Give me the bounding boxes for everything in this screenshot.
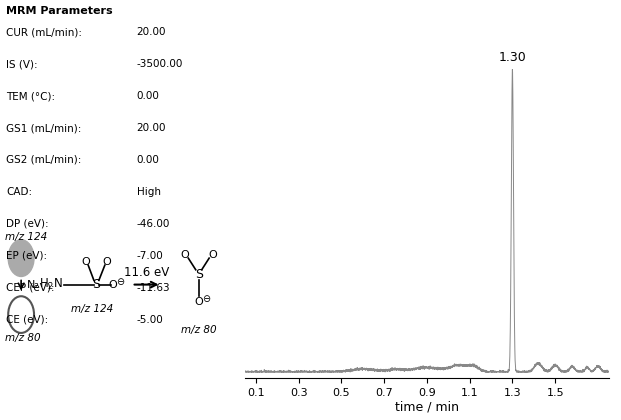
Text: -46.00: -46.00	[137, 219, 170, 229]
X-axis label: time / min: time / min	[395, 401, 459, 414]
Text: MRM Parameters: MRM Parameters	[6, 6, 113, 16]
Text: ⊖: ⊖	[202, 294, 211, 304]
Text: 1.30: 1.30	[499, 51, 526, 64]
Text: CEP (eV):: CEP (eV):	[6, 283, 55, 293]
Text: CE (eV):: CE (eV):	[6, 315, 48, 325]
Text: EP (eV):: EP (eV):	[6, 251, 47, 261]
Text: ⊖: ⊖	[116, 277, 125, 287]
Text: O: O	[102, 257, 111, 267]
Text: -11.63: -11.63	[137, 283, 170, 293]
Text: m/z 80: m/z 80	[181, 326, 217, 336]
Text: IS (V):: IS (V):	[6, 59, 38, 69]
Text: DP (eV):: DP (eV):	[6, 219, 49, 229]
Text: N₂: N₂	[27, 280, 40, 290]
Text: S: S	[93, 278, 101, 291]
Text: 20.00: 20.00	[137, 123, 166, 133]
Text: S: S	[195, 268, 202, 281]
Text: 0.00: 0.00	[137, 91, 160, 101]
Text: -5.00: -5.00	[137, 315, 163, 325]
Text: m/z 124: m/z 124	[71, 304, 113, 314]
Text: H$_2$N: H$_2$N	[39, 277, 63, 292]
Text: -3500.00: -3500.00	[137, 59, 183, 69]
Text: -7.00: -7.00	[137, 251, 163, 261]
Circle shape	[8, 240, 34, 276]
Text: O: O	[194, 297, 203, 307]
Text: 20.00: 20.00	[137, 27, 166, 37]
Text: O: O	[181, 249, 189, 260]
Text: O: O	[208, 249, 217, 260]
Text: High: High	[137, 187, 161, 197]
Text: TEM (°C):: TEM (°C):	[6, 91, 55, 101]
Text: m/z 124: m/z 124	[5, 232, 47, 242]
Text: GS1 (mL/min):: GS1 (mL/min):	[6, 123, 81, 133]
Text: 11.6 eV: 11.6 eV	[124, 266, 169, 279]
Text: CUR (mL/min):: CUR (mL/min):	[6, 27, 82, 37]
Text: O: O	[109, 280, 117, 290]
Text: GS2 (mL/min):: GS2 (mL/min):	[6, 155, 81, 165]
Text: CAD:: CAD:	[6, 187, 32, 197]
Text: 0.00: 0.00	[137, 155, 160, 165]
Text: O: O	[81, 257, 90, 267]
Text: m/z 80: m/z 80	[5, 333, 40, 343]
